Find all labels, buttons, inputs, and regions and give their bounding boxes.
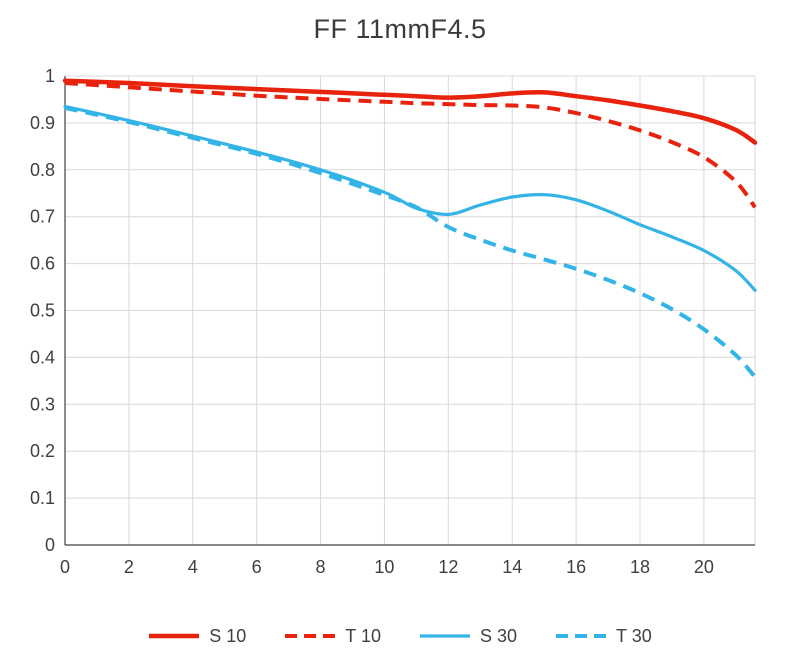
legend-item-t-30: T 30 — [555, 626, 652, 647]
x-tick-label: 8 — [316, 557, 326, 577]
y-tick-label: 0.8 — [30, 160, 55, 180]
y-tick-label: 0.5 — [30, 301, 55, 321]
legend-line-sample — [556, 634, 607, 638]
series-line-t-10 — [64, 81, 757, 209]
legend-item-s-30: S 30 — [419, 626, 517, 647]
x-tick-label: 10 — [374, 557, 394, 577]
x-tick-label: 0 — [60, 557, 70, 577]
y-tick-label: 0.9 — [30, 113, 55, 133]
legend-line-sample — [149, 633, 200, 639]
legend-item-t-10: T 10 — [284, 626, 381, 647]
x-tick-label: 2 — [124, 557, 134, 577]
x-tick-label: 14 — [502, 557, 522, 577]
y-tick-label: 0.6 — [30, 254, 55, 274]
y-tick-label: 0.7 — [30, 207, 55, 227]
legend-label: T 30 — [616, 625, 652, 646]
chart-legend: S 10 T 10 S 30 T 30 — [0, 604, 800, 668]
x-tick-label: 4 — [188, 557, 198, 577]
y-tick-label: 1 — [45, 66, 55, 86]
x-tick-label: 18 — [630, 557, 650, 577]
legend-item-s-10: S 10 — [148, 626, 246, 647]
y-tick-label: 0.1 — [30, 488, 55, 508]
y-tick-label: 0.4 — [30, 347, 55, 367]
legend-label: T 10 — [345, 625, 381, 646]
x-tick-label: 12 — [438, 557, 458, 577]
x-tick-label: 20 — [694, 557, 714, 577]
series-line-t-30 — [64, 105, 757, 379]
y-tick-label: 0 — [45, 535, 55, 555]
chart-plot: 00.10.20.30.40.50.60.70.80.910 2 4 6 8 10 12 14… — [30, 66, 758, 577]
y-tick-label: 0.3 — [30, 394, 55, 414]
legend-line-sample — [420, 634, 470, 638]
legend-label: S 10 — [209, 625, 247, 646]
y-tick-label: 0.2 — [30, 441, 55, 461]
legend-line-sample — [285, 634, 336, 638]
series-line-s-10 — [62, 78, 758, 145]
legend-label: S 30 — [480, 625, 518, 646]
x-tick-label: 16 — [566, 557, 586, 577]
x-tick-label: 6 — [252, 557, 262, 577]
chart-title: FF 11mmF4.5 — [313, 13, 487, 44]
